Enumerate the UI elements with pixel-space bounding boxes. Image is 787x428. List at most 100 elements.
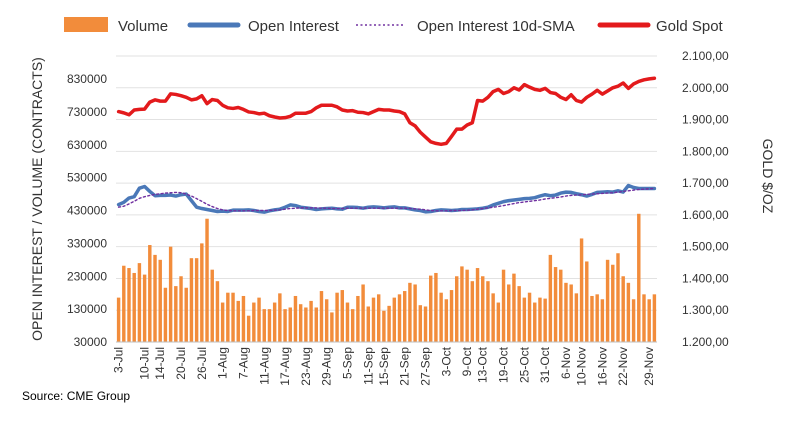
volume-bar: [647, 299, 651, 342]
volume-bar: [434, 272, 438, 342]
volume-bar: [616, 253, 620, 342]
left-tick-label: 130000: [67, 302, 107, 316]
volume-bar: [564, 282, 568, 342]
volume-bar: [402, 291, 407, 342]
x-tick-label: 29-Aug: [320, 347, 334, 386]
x-tick-label: 20-Jul: [174, 347, 188, 380]
volume-bar: [418, 305, 423, 342]
volume-bar: [257, 297, 261, 342]
legend-label: Gold Spot: [656, 18, 724, 35]
x-tick-label: 1-Aug: [216, 347, 230, 379]
volume-bar: [595, 294, 599, 342]
volume-bar: [283, 309, 287, 342]
volume-bar: [304, 307, 308, 342]
volume-bar: [314, 307, 318, 342]
legend-swatch-volume: [64, 17, 108, 32]
x-tick-label: 5-Sep: [340, 347, 354, 379]
volume-bar: [319, 291, 324, 342]
x-tick-label: 17-Aug: [278, 347, 292, 386]
volume-bar: [543, 298, 547, 342]
right-tick-label: 1.200,00: [682, 335, 729, 349]
volume-bar: [158, 259, 162, 342]
volume-bar: [408, 282, 412, 342]
volume-bar: [356, 295, 360, 342]
x-tick-label: 29-Nov: [642, 347, 656, 386]
x-tick-label: 19-Oct: [497, 346, 511, 383]
volume-bar: [210, 269, 214, 342]
left-tick-label: 430000: [67, 204, 107, 218]
x-tick-label: 3-Jul: [112, 347, 126, 373]
right-tick-label: 1.500,00: [682, 240, 729, 254]
volume-bar: [569, 284, 573, 342]
volume-bar: [428, 275, 433, 342]
x-tick-label: 11-Aug: [257, 347, 271, 385]
legend-label: Open Interest 10d-SMA: [417, 18, 575, 35]
x-tick-label: 13-Oct: [476, 346, 490, 383]
volume-bar: [626, 282, 631, 342]
legend: Volume Open Interest Open Interest 10d-SMA…: [64, 17, 724, 35]
x-tick-label: 7-Aug: [236, 347, 250, 379]
volume-bar: [189, 258, 194, 342]
x-tick-label: 11-Sep: [361, 347, 375, 385]
x-tick-label: 14-Jul: [153, 347, 167, 380]
volume-bar: [642, 294, 646, 342]
volume-bar: [184, 287, 188, 342]
volume-bar: [444, 299, 449, 342]
x-tick-label: 9-Oct: [460, 346, 474, 376]
x-tick-label: 23-Aug: [299, 347, 313, 386]
volume-bar: [455, 276, 459, 342]
right-tick-label: 2.100,00: [682, 49, 729, 63]
volume-bar: [200, 243, 204, 342]
volume-bar: [278, 293, 282, 342]
legend-item: Gold Spot: [597, 18, 724, 35]
volume-bar: [397, 294, 402, 342]
volume-bar: [288, 307, 292, 342]
volume-bar: [652, 294, 657, 342]
volume-bar: [470, 281, 475, 342]
volume-bar: [574, 293, 579, 342]
volume-bar: [553, 267, 558, 342]
volume-bar: [262, 309, 266, 342]
volume-bar: [231, 292, 235, 342]
x-tick-label: 25-Oct: [517, 346, 531, 383]
right-tick-label: 1.300,00: [682, 303, 729, 317]
volume-bar: [439, 292, 443, 342]
x-tick-label: 22-Nov: [616, 347, 630, 386]
volume-bar: [382, 310, 386, 342]
gold-spot-line: [116, 76, 657, 147]
volume-bar: [548, 254, 553, 342]
x-tick-label: 10-Jul: [138, 347, 152, 380]
volume-bar: [423, 306, 428, 342]
volume-bar: [226, 292, 230, 342]
source-note: Source: CME Group: [22, 389, 131, 403]
left-tick-label: 530000: [67, 171, 107, 185]
right-tick-label: 1.900,00: [682, 113, 729, 127]
volume-bar: [496, 302, 501, 342]
right-tick-label: 2.000,00: [682, 81, 729, 95]
volume-bar: [236, 300, 240, 342]
left-tick-label: 230000: [67, 269, 107, 283]
legend-item: Open Interest: [187, 18, 340, 35]
legend-item: Volume: [64, 17, 168, 35]
volume-bar: [522, 297, 527, 342]
volume-bar: [491, 293, 495, 342]
series-lines: [116, 76, 657, 214]
volume-bar: [335, 292, 339, 342]
x-tick-label: 27-Sep: [419, 347, 433, 386]
volume-bar: [481, 276, 485, 342]
axes: 830000 730000 630000 530000 430000 330000 2300…: [29, 49, 776, 386]
volume-bar: [631, 299, 636, 342]
volume-bar: [501, 269, 506, 342]
volume-bar: [637, 213, 641, 342]
volume-bar: [293, 295, 298, 342]
volume-bar: [241, 295, 246, 342]
volume-bar: [205, 218, 209, 342]
volume-bar: [376, 294, 381, 342]
volume-bar: [267, 309, 272, 342]
volume-bar: [605, 259, 610, 342]
x-tick-label: 6-Nov: [559, 347, 573, 379]
volume-bar: [179, 276, 183, 342]
open-interest-10d-sma-line: [117, 187, 656, 212]
volume-bar: [345, 302, 350, 342]
volume-bar: [413, 284, 417, 342]
